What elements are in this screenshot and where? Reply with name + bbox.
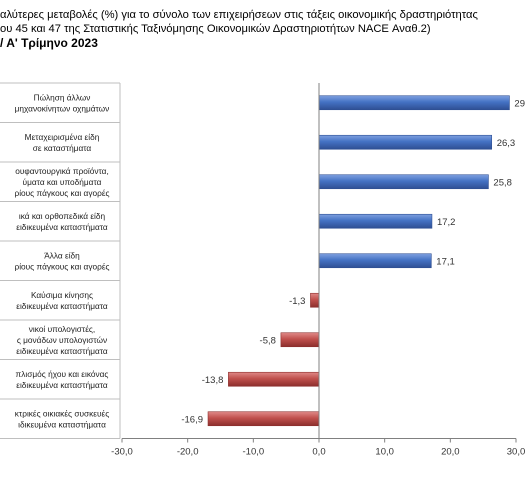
x-tick-label: -30,0 [111, 447, 133, 458]
x-tick-label: 10,0 [375, 447, 394, 458]
bar [318, 174, 489, 190]
data-label: -1,3 [289, 296, 305, 307]
data-label: 25,8 [493, 177, 512, 188]
category-label: Άλλα είδη [44, 250, 80, 260]
chart-title-line-1: αλύτερες μεταβολές (%) για το σύνολο των… [0, 9, 478, 21]
category-label: κτρικές οικιακές συσκευές [15, 408, 109, 418]
data-label: 17,1 [436, 256, 455, 267]
x-tick-label: -10,0 [243, 447, 265, 458]
data-label: 17,2 [437, 217, 456, 228]
bar [318, 134, 493, 150]
category-label: πλισμός ήχου και εικόνας [16, 369, 109, 379]
bar [318, 95, 510, 111]
bar [228, 371, 320, 387]
category-label: μηχανοκίνητων οχημάτων [15, 103, 110, 113]
x-tick-label: 20,0 [441, 447, 460, 458]
category-label: Πώληση άλλων [34, 92, 91, 102]
bar [318, 213, 433, 229]
category-label: νικοί υπολογιστές, [29, 324, 95, 334]
bar [318, 253, 432, 269]
category-label: σε καταστήματα [33, 143, 92, 153]
category-label: Καύσιμα κίνησης [31, 290, 93, 300]
bars: 29 26,3 25,8 17,2 17,1 -1,3 -5,8 -13,8 -16,9 [181, 95, 525, 427]
x-tick-label: -20,0 [177, 447, 199, 458]
data-label: 29 [514, 98, 525, 109]
category-label: ύματα και υποδήματα [23, 177, 102, 187]
chart-title-line-3: / Α' Τρίμηνο 2023 [0, 36, 98, 50]
data-label: -16,9 [181, 414, 203, 425]
data-label: -13,8 [202, 375, 224, 386]
x-axis: -30,0 -20,0 -10,0 0,0 10,0 20,0 30,0 [111, 83, 525, 458]
bar [310, 292, 320, 308]
category-label: ειδικευμένα καταστήματα [16, 380, 108, 390]
category-label: ς μονάδων υπολογιστών [17, 335, 107, 345]
bar [207, 411, 320, 427]
x-tick-label: 30,0 [507, 447, 526, 458]
category-label: ικά και ορθοπεδικά είδη [19, 211, 106, 221]
data-label: -5,8 [260, 335, 276, 346]
category-label: ουφαντουργικά προϊόντα, [15, 166, 109, 176]
category-label: ιδικευμένα καταστήματα [18, 419, 106, 429]
category-label: ειδικευμένα καταστήματα [16, 346, 108, 356]
chart-title-line-2: ου 45 και 47 της Στατιστικής Ταξινόμησης… [0, 23, 431, 35]
x-tick-label: 0,0 [312, 447, 325, 458]
category-label: ειδικευμένα καταστήματα [16, 222, 108, 232]
data-label: 26,3 [497, 138, 516, 149]
category-label: ρίους πάγκους και αγορές [14, 188, 109, 198]
category-label: ειδικευμένα καταστήματα [16, 301, 108, 311]
category-label: Μεταχειρισμένα είδη [25, 132, 100, 142]
category-label: ρίους πάγκους και αγορές [14, 261, 109, 271]
bar [280, 332, 320, 348]
